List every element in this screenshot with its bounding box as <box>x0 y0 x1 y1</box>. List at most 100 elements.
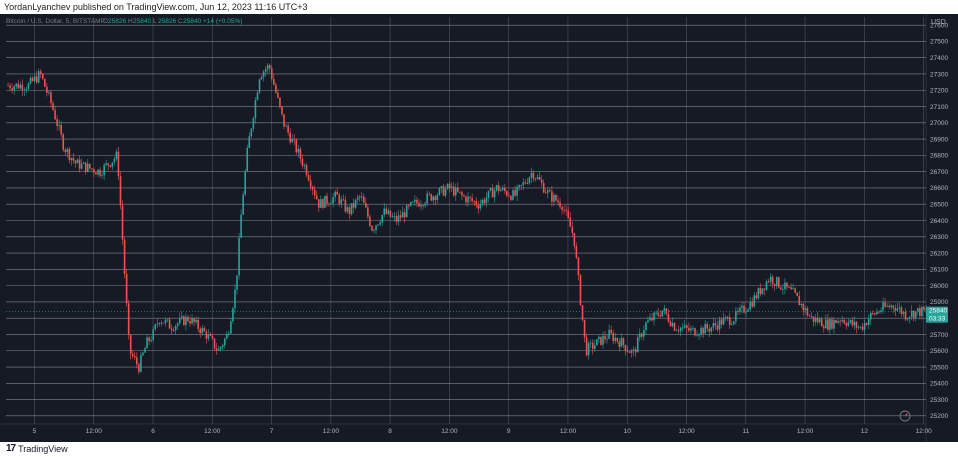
candle-body <box>686 325 688 328</box>
candle-body <box>600 336 602 345</box>
candle-body <box>825 319 827 329</box>
candle-body <box>25 88 28 90</box>
candle-body <box>778 277 780 288</box>
candle-body <box>397 215 400 222</box>
candle-body <box>371 225 373 231</box>
candle-body <box>58 124 60 126</box>
candle-body <box>649 317 651 321</box>
candle-body <box>581 305 584 320</box>
candle-body <box>771 276 774 285</box>
chart-panel[interactable]: USD 252002530025400255002560025700258002… <box>0 14 958 442</box>
candle-body <box>164 319 167 324</box>
candle-body <box>516 187 518 196</box>
candle-body <box>767 281 770 283</box>
ohlc-value: 25840 <box>133 18 151 25</box>
candle-body <box>876 311 878 315</box>
candle-body <box>432 196 435 201</box>
candle-body <box>311 186 314 190</box>
candle-body <box>855 321 858 328</box>
candle-body <box>352 203 355 208</box>
candle-body <box>248 136 251 149</box>
candle-body <box>95 172 97 175</box>
candle-body <box>313 189 316 196</box>
candle-body <box>160 322 163 324</box>
candle-body <box>295 139 298 153</box>
candle-body <box>835 320 837 323</box>
ohlc-value: 25826 <box>158 18 176 25</box>
candle-body <box>914 311 917 319</box>
candle-body <box>367 207 369 217</box>
ohlc-label: C <box>178 18 183 25</box>
y-tick-label: 27100 <box>930 104 948 111</box>
candle-body <box>712 323 715 328</box>
candle-body <box>878 311 880 313</box>
candle-body <box>232 308 234 322</box>
candle-body <box>790 287 792 290</box>
candle-body <box>910 310 913 317</box>
candle-body <box>493 190 496 198</box>
price-chart[interactable]: USD 252002530025400255002560025700258002… <box>0 14 958 442</box>
candle-body <box>23 89 26 91</box>
candle-body <box>657 312 659 316</box>
candle-body <box>136 357 138 365</box>
candle-body <box>867 319 870 325</box>
candle-body <box>853 321 856 326</box>
candle-body <box>181 316 183 318</box>
candle-body <box>252 118 255 129</box>
candle-body <box>528 177 531 184</box>
candle-body <box>213 338 216 349</box>
candle-body <box>765 281 768 290</box>
candle-body <box>563 209 565 211</box>
candle-body <box>610 329 612 333</box>
candle-body <box>301 158 304 166</box>
candle-body <box>236 275 238 290</box>
candle-body <box>379 222 381 225</box>
candle-body <box>211 335 214 339</box>
candle-body <box>751 302 754 307</box>
price-axis[interactable]: USD 252002530025400255002560025700258002… <box>930 19 948 420</box>
candle-body <box>589 342 592 344</box>
candle-body <box>142 352 144 356</box>
candle-body <box>50 92 52 104</box>
clock-icon <box>899 410 911 422</box>
candle-body <box>129 334 132 354</box>
x-tick-label: 9 <box>507 428 511 435</box>
candle-body <box>254 100 257 119</box>
candle-body <box>442 186 445 196</box>
candle-body <box>724 317 727 318</box>
candle-body <box>172 330 175 331</box>
candle-body <box>814 317 817 322</box>
candle-body <box>246 148 249 172</box>
candle-body <box>56 119 58 126</box>
candle-body <box>166 319 169 321</box>
candle-body <box>262 71 265 77</box>
time-axis[interactable]: 5 12:00 6 12:00 7 12:00 8 12:00 9 12:00 10 12:00 11 1… <box>33 428 932 435</box>
candle-body <box>154 324 157 330</box>
x-tick-label: 12:00 <box>915 428 932 435</box>
y-tick-label: 26000 <box>930 283 948 290</box>
candle-body <box>336 191 338 195</box>
candle-body <box>420 205 422 207</box>
candle-body <box>497 185 500 192</box>
candle-body <box>44 78 46 87</box>
candle-body <box>223 338 226 346</box>
candle-body <box>358 196 361 198</box>
y-tick-label: 26200 <box>930 250 948 257</box>
candle-body <box>542 182 545 193</box>
price-tag-value: 25840 <box>929 308 947 315</box>
candle-body <box>667 313 670 322</box>
candle-body <box>847 322 850 326</box>
candle-body <box>800 303 803 306</box>
candle-body <box>158 323 161 324</box>
last-price-tag: 25840 03:33 <box>6 306 948 323</box>
legend: Bitcoin / U.S. Dollar, 5, BITSTAMP O 2582… <box>6 18 242 25</box>
candle-body <box>559 202 561 207</box>
candle-body <box>557 200 559 203</box>
candle-body <box>596 339 598 346</box>
go-to-realtime-button[interactable] <box>899 410 911 422</box>
candle-body <box>7 85 9 87</box>
candle-body <box>714 323 717 326</box>
candle-body <box>696 335 698 337</box>
candle-body <box>728 317 731 325</box>
candle-body <box>829 319 831 330</box>
